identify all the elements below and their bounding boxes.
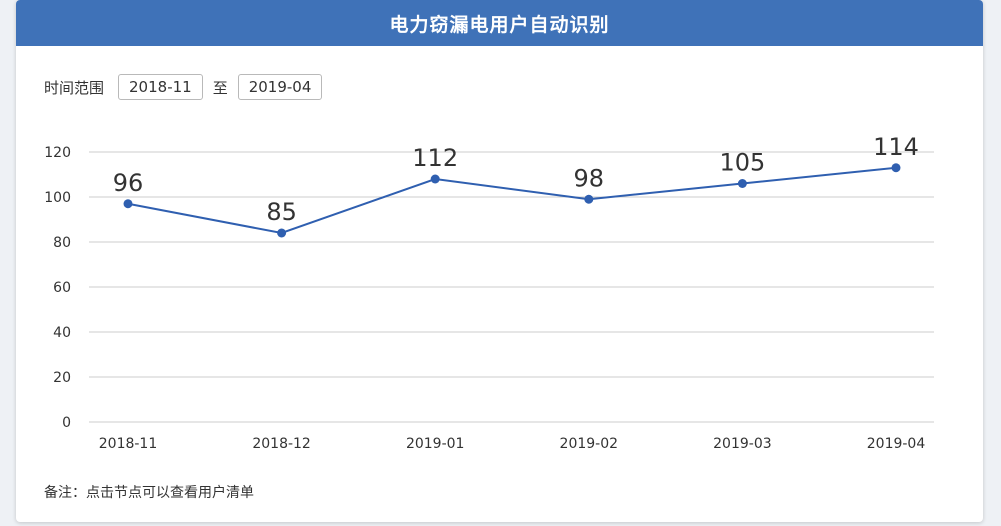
data-label: 114 xyxy=(873,133,919,161)
x-tick-label: 2018-11 xyxy=(99,436,158,452)
data-point[interactable] xyxy=(123,199,133,209)
data-point[interactable] xyxy=(430,174,440,184)
x-tick-label: 2018-12 xyxy=(252,436,311,452)
y-tick-label: 20 xyxy=(53,370,71,386)
data-label: 96 xyxy=(113,169,144,197)
panel-header: 电力窃漏电用户自动识别 xyxy=(16,0,983,46)
data-point[interactable] xyxy=(891,163,901,173)
y-tick-label: 0 xyxy=(62,415,71,431)
footnote: 备注：点击节点可以查看用户清单 xyxy=(44,485,254,501)
data-point[interactable] xyxy=(737,179,747,188)
time-range-label: 时间范围 xyxy=(44,78,105,97)
recognition-panel: 电力窃漏电用户自动识别 时间范围 2018-11 至 2019-04 0 20 40… xyxy=(16,0,983,522)
data-point[interactable] xyxy=(584,194,594,204)
x-tick-label: 2019-03 xyxy=(713,436,772,452)
range-separator: 至 xyxy=(212,78,228,97)
y-tick-label: 80 xyxy=(53,235,71,251)
data-label: 85 xyxy=(266,198,297,226)
data-point[interactable] xyxy=(277,228,287,238)
series-line xyxy=(127,166,897,235)
time-range-filter: 时间范围 2018-11 至 2019-04 xyxy=(44,72,330,102)
monthly-suspect-users-line-chart: 0 20 40 60 80 100 120 2018-11 2018-12 2019-01 2019… xyxy=(44,133,934,452)
y-tick-label: 60 xyxy=(53,280,71,296)
start-month-picker[interactable]: 2018-11 xyxy=(118,74,203,100)
y-tick-label: 120 xyxy=(44,145,71,161)
y-tick-label: 100 xyxy=(44,190,71,206)
data-label: 112 xyxy=(412,144,458,172)
data-label: 98 xyxy=(574,164,605,192)
x-tick-label: 2019-01 xyxy=(406,436,465,452)
x-tick-label: 2019-04 xyxy=(867,436,926,452)
data-label: 105 xyxy=(719,149,765,177)
end-month-picker[interactable]: 2019-04 xyxy=(237,74,323,100)
page-title: 电力窃漏电用户自动识别 xyxy=(389,13,610,36)
x-tick-label: 2019-02 xyxy=(560,436,619,452)
y-tick-label: 40 xyxy=(53,325,71,341)
